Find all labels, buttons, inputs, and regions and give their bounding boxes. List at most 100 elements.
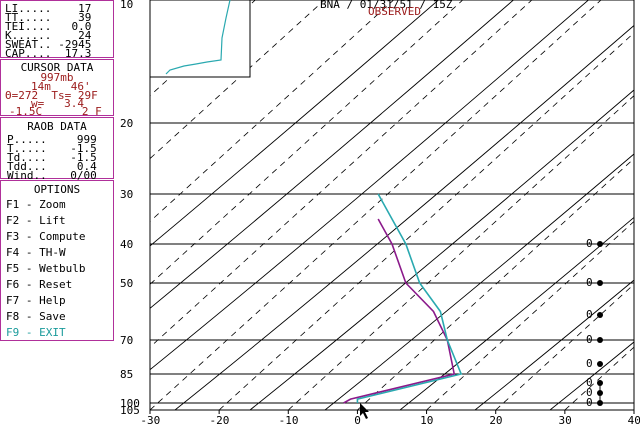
- wind-label: 0: [586, 376, 593, 389]
- stability-indices-panel: LI..... 17 TT..... 39 TEI.... 0.0 K...... 24 SWE…: [0, 0, 114, 59]
- temp-tick-label: 0: [354, 414, 361, 427]
- option-key: F1: [6, 198, 20, 211]
- index-value: 24: [78, 29, 92, 42]
- option-separator: -: [19, 278, 40, 291]
- index-label: LI.....: [5, 2, 52, 15]
- cursor-data-title: CURSOR DATA: [20, 61, 94, 74]
- wind-label: 0: [586, 276, 593, 289]
- option-separator: -: [19, 230, 40, 243]
- cursor-height: 14m 46': [31, 80, 91, 93]
- option-zoom[interactable]: F1 - Zoom: [6, 199, 66, 210]
- pressure-label: 20: [120, 117, 133, 130]
- pressure-label: 85: [120, 368, 133, 381]
- index-label: SWEAT..: [5, 38, 52, 51]
- option-label: Compute: [39, 230, 86, 243]
- raob-row: Wind.. 0/00: [7, 170, 97, 181]
- wind-label: 0: [586, 357, 593, 370]
- option-separator: -: [19, 198, 40, 211]
- wind-label: 0: [586, 237, 593, 250]
- index-value: 0.0: [71, 20, 92, 33]
- wind-label: 0: [586, 396, 593, 409]
- cursor-temps: -1.5C 2 F: [9, 105, 102, 118]
- option-help[interactable]: F7 - Help: [6, 295, 66, 306]
- temp-tick-label: 20: [489, 414, 502, 427]
- option-label: Zoom: [39, 198, 66, 211]
- index-row: TT..... 39: [5, 12, 91, 23]
- dry-adiabat-line: [324, 153, 634, 410]
- option-key: F4: [6, 246, 20, 259]
- pressure-label: 40: [120, 238, 133, 251]
- temp-tick-label: -30: [140, 414, 160, 427]
- raob-label: Td....: [7, 151, 47, 164]
- index-value: -2945: [58, 38, 92, 51]
- raob-row: P..... 999: [7, 134, 97, 145]
- pressure-label: 30: [120, 188, 133, 201]
- wind-label: 0: [586, 386, 593, 399]
- index-row: CAP.... 17.3: [5, 48, 91, 59]
- option-save[interactable]: F8 - Save: [6, 311, 66, 322]
- raob-data-title: RAOB DATA: [27, 120, 87, 133]
- profile-line-0: [343, 218, 456, 404]
- option-reset[interactable]: F6 - Reset: [6, 279, 72, 290]
- wind-dot: [597, 337, 603, 343]
- raob-value: 0.4: [76, 160, 97, 173]
- temp-tick-label: -10: [279, 414, 299, 427]
- raob-row: Td.... -1.5: [7, 152, 97, 163]
- wind-dot: [597, 312, 603, 318]
- option-th-w[interactable]: F4 - TH-W: [6, 247, 66, 258]
- isotherm-line: [357, 158, 634, 410]
- dry-adiabat-line: [399, 216, 634, 410]
- option-key: F8: [6, 310, 20, 323]
- option-exit[interactable]: F9 - EXIT: [6, 327, 66, 338]
- inset-plot: [149, 0, 251, 78]
- option-separator: -: [19, 294, 40, 307]
- temp-tick-label: 40: [628, 414, 640, 427]
- option-key: F6: [6, 278, 20, 291]
- option-label: Wetbulb: [39, 262, 86, 275]
- raob-value: -1.5: [70, 151, 97, 164]
- pressure-label: 70: [120, 334, 133, 347]
- wind-label: 0: [586, 333, 593, 346]
- option-label: Lift: [39, 214, 66, 227]
- isotherm-line: [150, 0, 394, 222]
- temp-tick-label: -20: [210, 414, 230, 427]
- isotherm-line: [150, 0, 602, 410]
- wind-dot: [597, 241, 603, 247]
- option-wetbulb[interactable]: F5 - Wetbulb: [6, 263, 85, 274]
- options-title: OPTIONS: [33, 183, 81, 196]
- cursor-mixing-ratio: w= 3.4: [31, 97, 84, 110]
- raob-value: -1.5: [70, 142, 97, 155]
- option-key: F7: [6, 294, 20, 307]
- pressure-label: 10: [120, 0, 133, 11]
- inset-profile-line: [165, 0, 231, 75]
- dry-adiabat-line: [150, 0, 440, 247]
- option-key: F3: [6, 230, 20, 243]
- dry-adiabat-line: [474, 279, 634, 410]
- option-label: TH-W: [39, 246, 66, 259]
- index-label: TEI....: [5, 20, 52, 33]
- option-label: Reset: [39, 278, 73, 291]
- index-label: CAP....: [5, 47, 52, 60]
- raob-label: P.....: [7, 133, 47, 146]
- index-row: TEI.... 0.0: [5, 21, 91, 32]
- wind-dot: [597, 361, 603, 367]
- option-separator: -: [19, 246, 40, 259]
- options-panel: OPTIONS F1 - Zoom F2 - Lift F3 - Compute F4…: [0, 180, 114, 341]
- temp-tick-label: 10: [420, 414, 433, 427]
- option-lift[interactable]: F2 - Lift: [6, 215, 66, 226]
- dry-adiabat-line: [150, 0, 515, 309]
- index-label: K......: [5, 29, 52, 42]
- isotherm-line: [495, 283, 634, 410]
- dry-adiabat-line: [549, 341, 634, 410]
- dry-adiabat-line: [249, 89, 634, 410]
- profile-line-1: [356, 193, 463, 403]
- observed-label: OBSERVED: [368, 5, 421, 18]
- isotherm-line: [633, 409, 634, 410]
- pressure-label: 100: [120, 397, 140, 410]
- wind-label: 0: [586, 308, 593, 321]
- plot-frame: [149, 0, 635, 411]
- wind-dot: [597, 280, 603, 286]
- raob-value: 999: [76, 133, 97, 146]
- option-compute[interactable]: F3 - Compute: [6, 231, 85, 242]
